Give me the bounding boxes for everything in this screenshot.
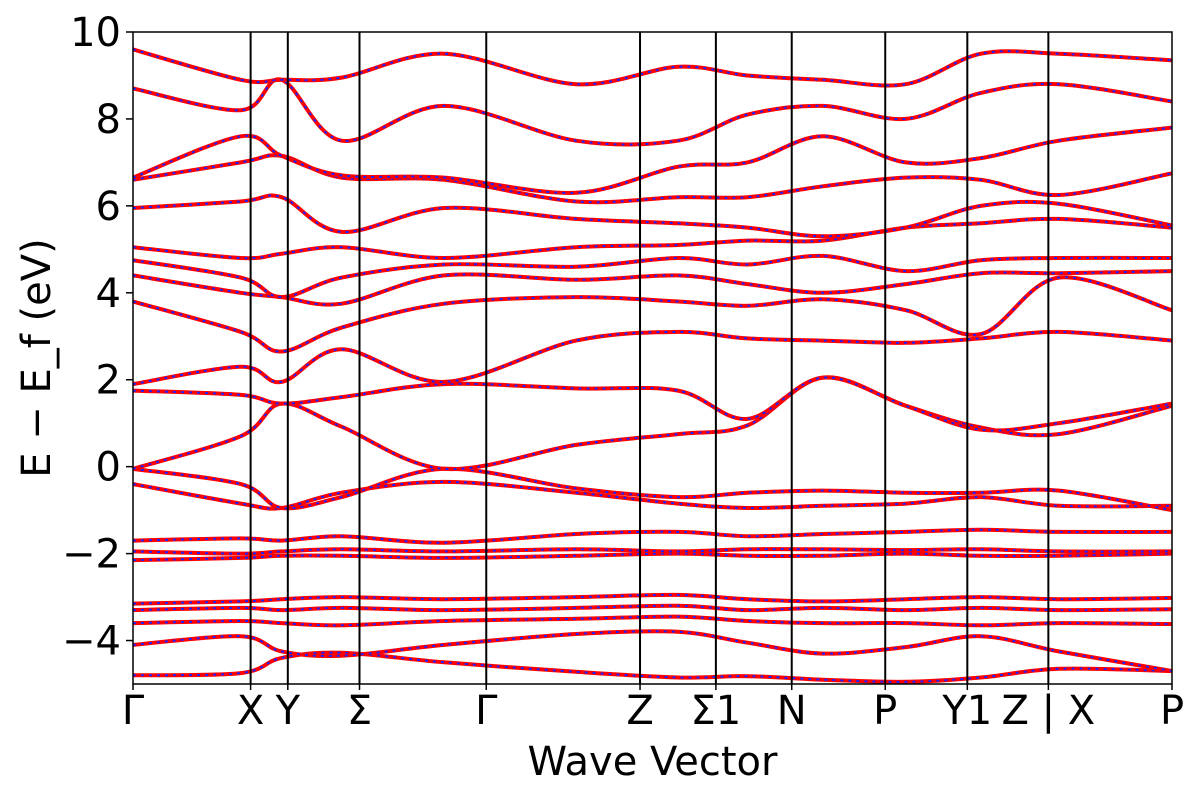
x-tick-label: Z	[626, 688, 653, 734]
band-line-red	[133, 275, 1172, 354]
band-line-blue-dashed	[133, 48, 1172, 87]
x-tick-label: P	[873, 688, 897, 734]
y-tick-label: 6	[96, 184, 121, 230]
band-lines	[133, 47, 1172, 684]
band-line-blue-dashed	[133, 593, 1172, 605]
band-line-blue-dashed	[133, 630, 1172, 672]
band-line-red	[133, 125, 1172, 195]
high-symmetry-lines	[249, 32, 1050, 684]
band-line-blue-dashed	[133, 126, 1172, 194]
y-tick-label: 0	[96, 445, 121, 491]
band-line-red	[133, 603, 1172, 613]
x-tick-label: X	[237, 688, 264, 734]
band-line-blue-dashed	[133, 615, 1172, 627]
band-line-blue-dashed	[133, 78, 1172, 146]
band-line-blue-dashed	[133, 604, 1172, 612]
band-line-red	[133, 153, 1172, 205]
band-line-red	[133, 253, 1172, 300]
band-line-red	[133, 375, 1172, 472]
x-tick-label: N	[777, 688, 807, 734]
x-tick-label: P	[1160, 688, 1184, 734]
x-tick-label: Γ	[122, 688, 145, 734]
band-line-red	[133, 375, 1172, 433]
band-line-red	[133, 77, 1172, 147]
band-line-blue-dashed	[133, 270, 1172, 306]
band-line-blue-dashed	[133, 552, 1172, 562]
x-tick-label: Z | X	[1001, 688, 1095, 734]
x-axis-ticks: Γ X Y Σ Γ Z Σ1 N P Y1 Z | X P	[122, 684, 1184, 734]
band-line-red	[133, 592, 1172, 606]
x-axis-label: Wave Vector	[528, 739, 779, 785]
x-tick-label: Y	[275, 688, 301, 734]
band-line-blue-dashed	[133, 276, 1172, 353]
y-tick-label: −2	[62, 532, 121, 578]
band-line-blue-dashed	[133, 330, 1172, 386]
band-line-blue-dashed	[133, 528, 1172, 544]
y-axis-label: E − E_f (eV)	[14, 238, 60, 477]
y-tick-label: 8	[96, 97, 121, 143]
y-tick-label: 2	[96, 358, 121, 404]
band-line-red	[133, 650, 1172, 684]
plot-frame	[132, 31, 1173, 685]
band-line-blue-dashed	[133, 154, 1172, 204]
x-tick-label: Γ	[475, 688, 498, 734]
x-tick-label: Σ	[347, 688, 372, 734]
band-line-blue-dashed	[133, 467, 1172, 512]
band-line-red	[133, 614, 1172, 628]
band-line-blue-dashed	[133, 376, 1172, 471]
x-tick-label: Y1	[941, 688, 992, 734]
band-line-red	[133, 629, 1172, 673]
band-line-red	[133, 547, 1172, 556]
y-axis-ticks: −4 −2 0 2 4 6 8 10	[62, 10, 133, 665]
y-tick-label: −4	[62, 619, 121, 665]
band-line-red	[133, 193, 1172, 239]
band-line-red	[133, 551, 1172, 563]
y-tick-label: 10	[70, 10, 121, 56]
y-tick-label: 4	[96, 271, 121, 317]
band-line-red	[133, 216, 1172, 261]
band-line-blue-dashed	[133, 548, 1172, 555]
band-line-red	[133, 329, 1172, 387]
x-tick-label: Σ1	[691, 688, 742, 734]
band-line-red	[133, 466, 1172, 513]
